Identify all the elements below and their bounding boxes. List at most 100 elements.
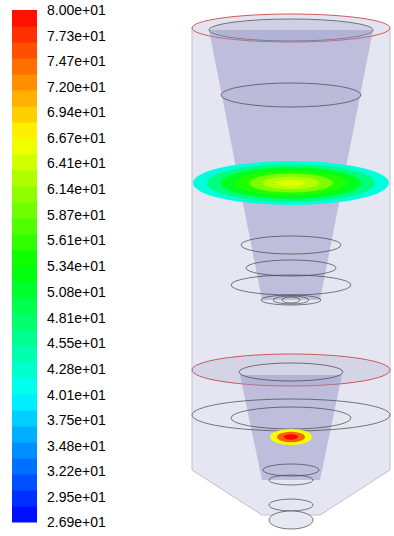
colorbar-band bbox=[12, 138, 37, 155]
colorbar-tick bbox=[37, 112, 40, 113]
colorbar-tick bbox=[37, 522, 40, 523]
colorbar-label: 8.00e+01 bbox=[47, 2, 106, 18]
colorbar-label: 3.48e+01 bbox=[47, 438, 106, 454]
colorbar-tick bbox=[37, 496, 40, 497]
section bbox=[261, 295, 321, 305]
colorbar-label: 7.47e+01 bbox=[47, 53, 106, 69]
colorbar-band bbox=[12, 506, 37, 523]
colorbar-band bbox=[12, 426, 37, 443]
colorbar-band bbox=[12, 410, 37, 427]
colorbar-band bbox=[12, 234, 37, 251]
contour-band bbox=[270, 429, 312, 445]
colorbar-band bbox=[12, 218, 37, 235]
colorbar-band bbox=[12, 10, 37, 27]
colorbar-band bbox=[12, 394, 37, 411]
contour-surface bbox=[193, 161, 389, 205]
section bbox=[273, 296, 309, 304]
section bbox=[239, 363, 343, 381]
colorbar-band bbox=[12, 26, 37, 43]
colorbar-band bbox=[12, 266, 37, 283]
cylinder bbox=[192, 28, 390, 515]
section bbox=[269, 499, 313, 511]
colorbar-label: 4.28e+01 bbox=[47, 361, 106, 377]
contour-band bbox=[235, 170, 347, 195]
colorbar: 8.00e+01 7.73e+01 7.47e+01 7.20e+01 6.94e+01… bbox=[12, 2, 106, 530]
colorbar-tick bbox=[37, 240, 40, 241]
outlet bbox=[269, 511, 313, 529]
colorbar-band bbox=[12, 442, 37, 459]
colorbar-tick bbox=[37, 215, 40, 216]
section bbox=[241, 236, 341, 254]
section bbox=[231, 275, 351, 295]
colorbar-label: 6.41e+01 bbox=[47, 155, 106, 171]
colorbar-tick bbox=[37, 61, 40, 62]
colorbar-band bbox=[12, 314, 37, 331]
colorbar-band bbox=[12, 458, 37, 475]
colorbar-band bbox=[12, 106, 37, 123]
contour-band bbox=[221, 167, 361, 198]
colorbar-label: 5.08e+01 bbox=[47, 284, 106, 300]
colorbar-tick bbox=[37, 87, 40, 88]
colorbar-label: 7.20e+01 bbox=[47, 79, 106, 95]
colorbar-tick bbox=[37, 445, 40, 446]
colorbar-band bbox=[12, 154, 37, 171]
colorbar-band bbox=[12, 330, 37, 347]
colorbar-tick bbox=[37, 317, 40, 318]
colorbar-label: 3.22e+01 bbox=[47, 463, 106, 479]
lower-cone bbox=[240, 375, 342, 480]
section bbox=[282, 297, 300, 303]
colorbar-band bbox=[12, 58, 37, 75]
colorbar-label: 6.94e+01 bbox=[47, 104, 106, 120]
colorbar-label: 4.55e+01 bbox=[47, 335, 106, 351]
colorbar-band bbox=[12, 42, 37, 59]
section bbox=[263, 464, 319, 476]
colorbar-band bbox=[12, 202, 37, 219]
colorbar-label: 5.34e+01 bbox=[47, 258, 106, 274]
section bbox=[269, 475, 313, 485]
colorbar-band bbox=[12, 282, 37, 299]
colorbar-tick bbox=[37, 368, 40, 369]
colorbar-label: 3.75e+01 bbox=[47, 412, 106, 428]
colorbar-tick bbox=[37, 470, 40, 471]
colorbar-tick bbox=[37, 266, 40, 267]
colorbar-tick bbox=[37, 10, 40, 11]
contour-band bbox=[207, 164, 375, 202]
colorbar-label: 7.73e+01 bbox=[47, 28, 106, 44]
colorbar-label: 5.61e+01 bbox=[47, 232, 106, 248]
colorbar-tick bbox=[37, 394, 40, 395]
colorbar-label: 5.87e+01 bbox=[47, 207, 106, 223]
contour-band bbox=[249, 174, 333, 193]
contour-band bbox=[193, 161, 389, 205]
colorbar-band bbox=[12, 490, 37, 507]
colorbar-label: 6.67e+01 bbox=[47, 130, 106, 146]
contour-band bbox=[277, 432, 305, 443]
colorbar-tick bbox=[37, 189, 40, 190]
geometry bbox=[192, 14, 390, 529]
colorbar-band bbox=[12, 362, 37, 379]
contour-band bbox=[277, 180, 305, 186]
section bbox=[246, 260, 336, 276]
section bbox=[192, 399, 390, 431]
colorbar-tick bbox=[37, 36, 40, 37]
colorbar-band bbox=[12, 186, 37, 203]
colorbar-tick bbox=[37, 342, 40, 343]
colorbar-tick bbox=[37, 419, 40, 420]
colorbar-band bbox=[12, 122, 37, 139]
colorbar-band bbox=[12, 170, 37, 187]
colorbar-label: 4.81e+01 bbox=[47, 310, 106, 326]
colorbar-band bbox=[12, 250, 37, 267]
colorbar-tick bbox=[37, 138, 40, 139]
colorbar-band bbox=[12, 346, 37, 363]
colorbar-label: 6.14e+01 bbox=[47, 181, 106, 197]
colorbar-label: 4.01e+01 bbox=[47, 387, 106, 403]
figure: 8.00e+01 7.73e+01 7.47e+01 7.20e+01 6.94e+01… bbox=[0, 0, 394, 536]
section bbox=[192, 354, 390, 386]
colorbar-tick bbox=[37, 163, 40, 164]
colorbar-band bbox=[12, 474, 37, 491]
colorbar-label: 2.95e+01 bbox=[47, 489, 106, 505]
section bbox=[221, 83, 361, 107]
contour-band bbox=[284, 434, 298, 439]
colorbar-band bbox=[12, 298, 37, 315]
colorbar-band bbox=[12, 74, 37, 91]
colorbar-band bbox=[12, 90, 37, 107]
